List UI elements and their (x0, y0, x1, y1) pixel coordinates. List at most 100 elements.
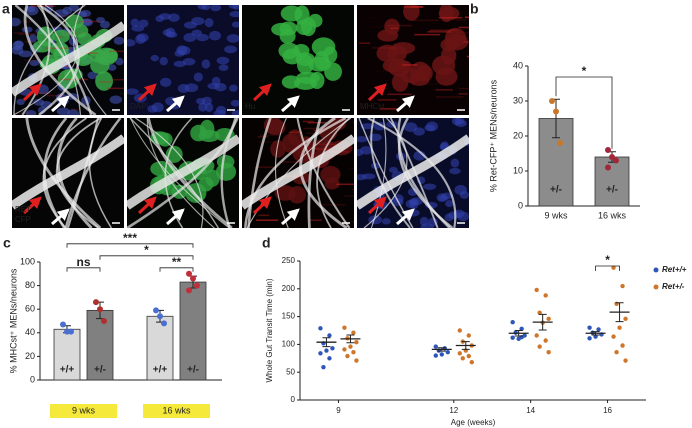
y-axis-label: % MHCst⁺ MENs/neurons (8, 268, 18, 373)
significance-bracket (159, 267, 194, 272)
data-point (613, 157, 619, 164)
data-point (620, 343, 625, 348)
data-point (457, 328, 462, 333)
y-tick-label: 150 (282, 312, 296, 321)
data-point (466, 333, 471, 338)
data-point (534, 287, 539, 293)
data-point (60, 321, 66, 328)
nucleus (159, 56, 168, 66)
cell (432, 55, 456, 76)
fiber (398, 118, 454, 228)
red-arrow (22, 196, 42, 215)
channel-label: RET (15, 205, 31, 214)
data-point (587, 336, 592, 341)
muscle-signal (120, 92, 124, 95)
panel-letter: d (262, 235, 271, 251)
nucleus (423, 183, 437, 190)
significance-bracket (66, 243, 194, 248)
data-point (101, 318, 107, 324)
muscle-signal (387, 24, 413, 27)
red-arrow (367, 196, 387, 215)
y-tick-label: 50 (286, 367, 295, 376)
panel-letter: b (470, 1, 479, 17)
muscle-signal (402, 64, 418, 66)
fiber (134, 118, 204, 228)
nucleus (127, 88, 139, 95)
nucleus (449, 167, 461, 175)
muscle-signal (109, 50, 124, 53)
nucleus (454, 119, 467, 128)
muscle-signal (464, 16, 469, 19)
muscle-signal (78, 20, 101, 23)
nucleus (361, 173, 376, 180)
nucleus (159, 77, 172, 88)
fiber (246, 118, 352, 228)
white-arrow (396, 208, 415, 226)
nucleus (197, 5, 207, 10)
fiber (247, 118, 272, 228)
data-point (351, 349, 356, 355)
muscle-signal (455, 19, 466, 21)
nucleus (183, 21, 197, 29)
muscle-signal (343, 195, 354, 197)
data-point (546, 349, 551, 355)
muscle-signal (302, 120, 314, 123)
fiber (12, 21, 124, 97)
muscle-signal (80, 52, 99, 54)
white-arrow (281, 208, 300, 226)
sem-bar (514, 330, 523, 337)
data-point (617, 325, 622, 330)
muscle-signal (257, 135, 268, 138)
micrograph (357, 5, 469, 115)
y-tick-label: 80 (25, 280, 35, 290)
significance-label: * (605, 253, 610, 267)
nucleus (109, 95, 123, 104)
cell (199, 119, 215, 139)
nucleus (231, 21, 239, 28)
nucleus (87, 71, 98, 80)
cell (309, 71, 325, 89)
fiber (363, 118, 408, 228)
red-arrow (252, 196, 272, 215)
nucleus (107, 64, 117, 71)
nucleus (441, 192, 454, 200)
group-label: 16 wks (162, 405, 191, 415)
data-point (439, 352, 444, 357)
muscle-signal (413, 19, 439, 22)
muscle-signal (438, 16, 463, 19)
fiber (127, 118, 237, 228)
channel-label: MHCst (360, 102, 385, 111)
nucleus (357, 136, 368, 143)
y-tick-label: 200 (282, 284, 296, 293)
muscle-signal (50, 74, 61, 76)
group-label: 9 wks (72, 405, 96, 415)
fiber (299, 118, 348, 228)
nucleus (130, 18, 140, 27)
y-tick-label: 30 (513, 95, 523, 105)
micrograph (127, 118, 239, 228)
nucleus (450, 158, 460, 168)
cell (324, 177, 340, 190)
muscle-signal (429, 29, 458, 32)
nucleus (408, 198, 419, 206)
muscle-signal (277, 170, 290, 172)
data-point (466, 353, 471, 359)
red-arrow (22, 83, 42, 102)
nucleus (229, 84, 238, 92)
legend-label: Ret+/+ (662, 265, 687, 274)
data-point (321, 364, 326, 370)
data-point (605, 164, 611, 171)
muscle-signal (349, 167, 354, 169)
nucleus (127, 39, 136, 47)
significance-label: * (144, 243, 149, 257)
muscle-signal (259, 134, 275, 136)
fiber (370, 118, 387, 228)
x-tick-label: 16 wks (598, 210, 627, 220)
fiber (367, 118, 457, 228)
cell (295, 19, 313, 35)
muscle-signal (301, 147, 320, 149)
micrograph (357, 118, 469, 228)
fiber (296, 118, 351, 228)
significance-bracket (99, 255, 194, 260)
bar-label: +/+ (60, 365, 75, 376)
